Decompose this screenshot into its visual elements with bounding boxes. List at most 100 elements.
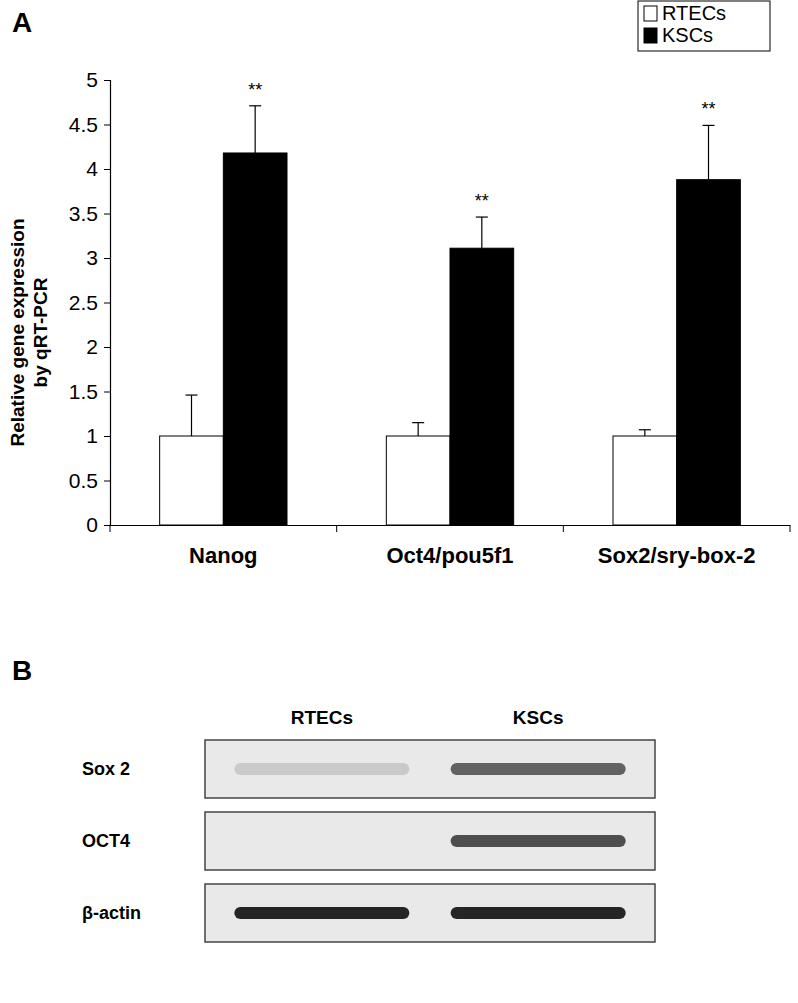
x-tick-label: Sox2/sry-box-2 bbox=[598, 543, 756, 568]
legend-frame bbox=[638, 1, 770, 51]
y-tick-label: 2 bbox=[86, 335, 98, 358]
row-label: OCT4 bbox=[82, 831, 130, 851]
legend-label: KSCs bbox=[662, 24, 713, 46]
y-tick-mark bbox=[104, 525, 110, 526]
x-tick: Nanog bbox=[189, 525, 257, 568]
y-axis-title-line: Relative gene expression bbox=[7, 218, 28, 446]
error-bar-stem bbox=[191, 395, 192, 436]
y-tick-label: 3.5 bbox=[69, 202, 98, 225]
error-bar bbox=[249, 106, 261, 153]
x-separator bbox=[110, 525, 111, 532]
error-bar bbox=[639, 430, 651, 436]
y-axis-line bbox=[104, 81, 111, 526]
error-bar-cap bbox=[639, 429, 651, 430]
y-tick-mark bbox=[104, 169, 110, 170]
y-tick: 2 bbox=[86, 335, 110, 358]
error-bar bbox=[185, 395, 197, 436]
y-tick-mark bbox=[104, 258, 110, 259]
y-tick-label: 5 bbox=[86, 68, 98, 91]
y-tick: 3 bbox=[86, 246, 110, 269]
error-bar-cap bbox=[476, 216, 488, 217]
y-tick-label: 4 bbox=[86, 157, 98, 180]
blot-band bbox=[234, 835, 409, 847]
error-bar-cap bbox=[412, 422, 424, 423]
y-tick-label: 4.5 bbox=[69, 113, 98, 136]
significance-label: ** bbox=[475, 191, 489, 211]
blot-band bbox=[451, 763, 626, 775]
y-tick-mark bbox=[104, 214, 110, 215]
bar bbox=[160, 436, 224, 525]
error-bar-stem bbox=[418, 423, 419, 436]
y-tick-mark bbox=[104, 436, 110, 437]
bar bbox=[677, 180, 741, 525]
blot-strip bbox=[205, 812, 655, 870]
row-label: β-actin bbox=[82, 903, 141, 923]
error-bar-cap bbox=[185, 394, 197, 395]
error-bar-stem bbox=[255, 106, 256, 153]
y-tick-label: 0 bbox=[86, 513, 98, 536]
blot-band bbox=[451, 835, 626, 847]
y-tick: 4.5 bbox=[69, 113, 110, 136]
y-axis-title-line: by qRT-PCR bbox=[30, 277, 51, 387]
x-tick-label: Nanog bbox=[189, 543, 257, 568]
blot-band bbox=[234, 907, 409, 919]
error-bar bbox=[476, 217, 488, 248]
x-tick: Sox2/sry-box-2 bbox=[598, 525, 756, 568]
lane-label: RTECs bbox=[291, 707, 353, 728]
error-bar-stem bbox=[708, 125, 709, 179]
panel-label: B bbox=[12, 655, 32, 686]
y-tick-label: 0.5 bbox=[69, 469, 98, 492]
y-tick-label: 2.5 bbox=[69, 291, 98, 314]
legend-swatch bbox=[644, 28, 657, 43]
y-tick: 0 bbox=[86, 513, 110, 536]
row-label: Sox 2 bbox=[82, 759, 130, 779]
panel-label: A bbox=[12, 7, 32, 38]
error-bar-stem bbox=[481, 217, 482, 248]
y-tick: 1 bbox=[86, 424, 110, 447]
blot-band bbox=[451, 907, 626, 919]
y-axis-title: Relative gene expressionby qRT-PCR bbox=[7, 218, 51, 446]
x-axis-line bbox=[111, 525, 791, 526]
y-tick: 0.5 bbox=[69, 469, 110, 492]
y-tick: 2.5 bbox=[69, 291, 110, 314]
error-bar bbox=[703, 125, 715, 179]
y-tick-label: 3 bbox=[86, 246, 98, 269]
y-axis: 0 0.5 1 1.5 2 2.5 3 3.5 4 4.5 5 bbox=[69, 68, 111, 536]
significance-label: ** bbox=[701, 99, 715, 119]
y-tick-mark bbox=[104, 125, 110, 126]
y-tick-label: 1.5 bbox=[69, 380, 98, 403]
y-tick: 3.5 bbox=[69, 202, 110, 225]
significance-label: ** bbox=[248, 80, 262, 100]
lane-label: KSCs bbox=[513, 707, 564, 728]
error-bar-stem bbox=[644, 430, 645, 436]
y-tick-mark bbox=[104, 347, 110, 348]
y-tick: 4 bbox=[86, 157, 110, 180]
y-tick: 5 bbox=[86, 68, 110, 91]
bar bbox=[450, 248, 514, 525]
bars bbox=[160, 106, 741, 525]
error-bar-cap bbox=[249, 105, 261, 106]
x-tick-label: Oct4/pou5f1 bbox=[386, 543, 513, 568]
x-separator bbox=[336, 525, 337, 532]
error-bar bbox=[412, 423, 424, 436]
x-separator bbox=[563, 525, 564, 532]
blot-strip bbox=[205, 884, 655, 942]
y-tick-label: 1 bbox=[86, 424, 98, 447]
bar bbox=[223, 153, 287, 525]
y-tick: 1.5 bbox=[69, 380, 110, 403]
legend-item: RTECs bbox=[644, 2, 726, 24]
blot-band bbox=[234, 763, 409, 775]
x-axis: Nanog Oct4/pou5f1 Sox2/sry-box-2 bbox=[111, 525, 791, 568]
legend-label: RTECs bbox=[662, 2, 726, 24]
y-tick-mark bbox=[104, 392, 110, 393]
bar bbox=[613, 436, 677, 525]
figure: A 0 0.5 1 1.5 2 2.5 3 3.5 4 4.5 5 Relative gene expr… bbox=[0, 0, 798, 1003]
y-tick-mark bbox=[104, 80, 110, 81]
y-tick-mark bbox=[104, 303, 110, 304]
legend-item: KSCs bbox=[644, 24, 713, 46]
legend: RTECsKSCs bbox=[638, 1, 770, 51]
error-bar-cap bbox=[703, 125, 715, 126]
x-separator bbox=[790, 525, 791, 532]
legend-swatch bbox=[644, 6, 657, 21]
x-tick: Oct4/pou5f1 bbox=[386, 525, 513, 568]
